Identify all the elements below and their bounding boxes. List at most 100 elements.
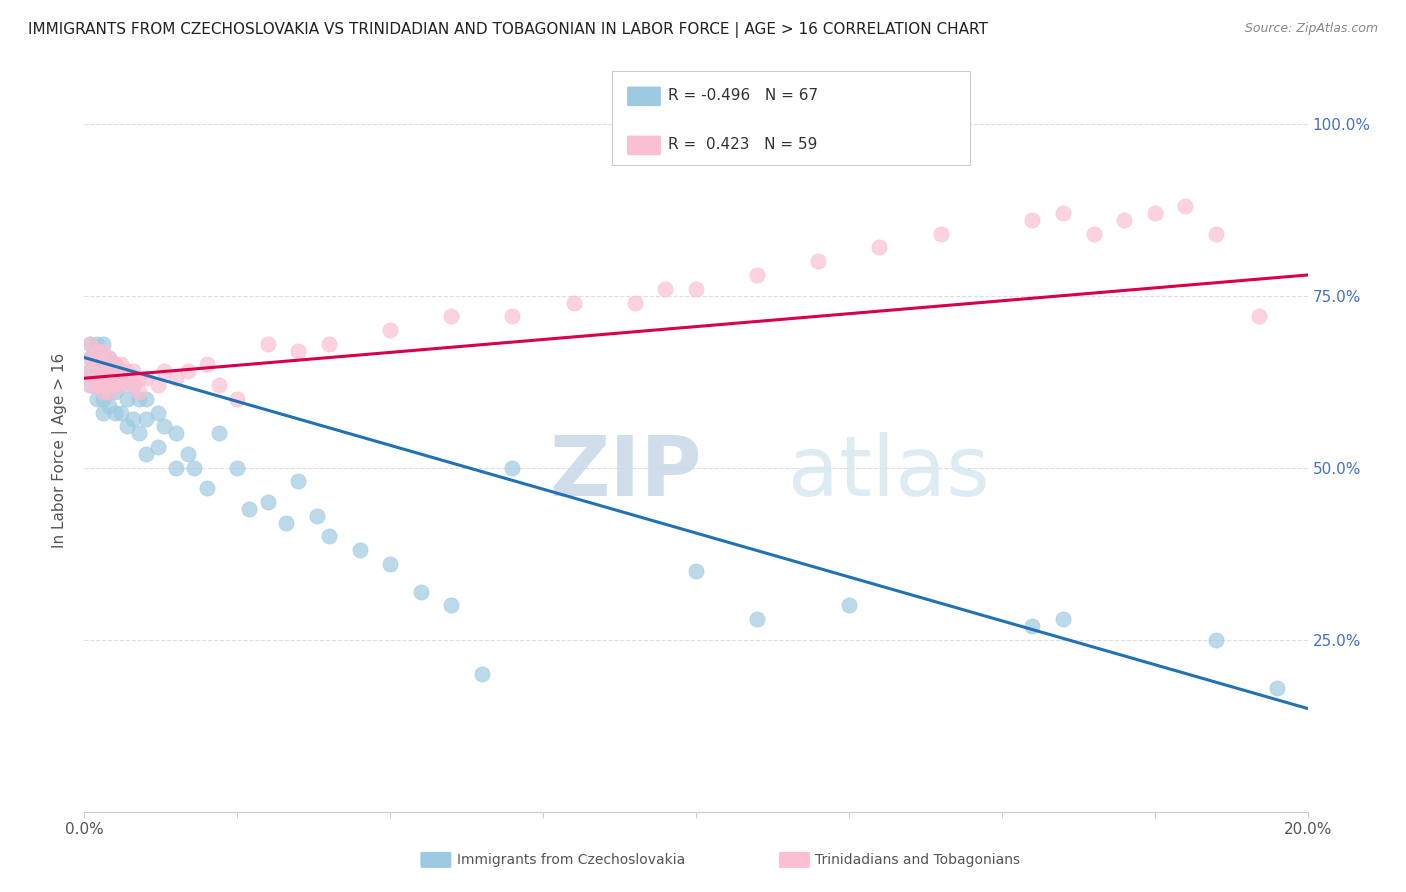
Point (91, 384, 114, 399)
Point (91, 364, 114, 378)
Text: R = -0.496   N = 67: R = -0.496 N = 67 (668, 88, 818, 103)
Text: atlas: atlas (787, 432, 990, 513)
Point (122, 378, 145, 392)
Point (110, 378, 132, 392)
Point (115, 364, 138, 378)
Point (1052, 206, 1074, 220)
Point (79, 336, 101, 351)
Point (104, 358, 127, 372)
Point (747, 612, 769, 626)
Point (110, 358, 132, 372)
Point (195, 358, 218, 372)
Point (91, 406, 114, 420)
Point (183, 460, 205, 475)
Point (97, 364, 120, 378)
Point (135, 447, 157, 461)
Point (1247, 310, 1270, 324)
Point (97, 371, 120, 385)
Point (177, 447, 200, 461)
Point (146, 440, 169, 454)
Point (869, 240, 891, 254)
Text: ZIP: ZIP (550, 432, 702, 513)
Point (79, 364, 101, 378)
Point (1021, 213, 1043, 227)
Point (110, 378, 132, 392)
Point (122, 412, 145, 426)
Point (79, 351, 101, 365)
Point (135, 412, 157, 426)
Point (624, 295, 647, 310)
Point (79, 336, 101, 351)
Point (86, 336, 108, 351)
Point (380, 557, 402, 571)
Point (86, 358, 108, 372)
Point (305, 508, 328, 523)
Point (685, 564, 707, 578)
Point (79, 378, 101, 392)
Point (208, 378, 231, 392)
Point (110, 364, 132, 378)
Point (110, 371, 132, 385)
Point (128, 426, 150, 441)
Point (153, 419, 176, 434)
Point (91, 371, 114, 385)
Point (807, 254, 830, 268)
Point (91, 343, 114, 358)
Point (276, 516, 298, 530)
Point (1083, 227, 1105, 241)
Point (86, 378, 108, 392)
Point (86, 351, 108, 365)
Point (685, 282, 707, 296)
Point (1052, 612, 1074, 626)
Point (318, 336, 340, 351)
Point (195, 481, 218, 495)
Point (79, 364, 101, 378)
Text: Immigrants from Czechoslovakia: Immigrants from Czechoslovakia (457, 853, 685, 867)
Point (562, 295, 585, 310)
Point (91, 358, 114, 372)
Point (97, 351, 120, 365)
Point (104, 364, 127, 378)
Point (318, 529, 340, 543)
Point (146, 406, 169, 420)
Point (1205, 632, 1227, 647)
Text: IMMIGRANTS FROM CZECHOSLOVAKIA VS TRINIDADIAN AND TOBAGONIAN IN LABOR FORCE | AG: IMMIGRANTS FROM CZECHOSLOVAKIA VS TRINID… (28, 22, 988, 38)
Point (153, 364, 176, 378)
Point (128, 371, 150, 385)
Point (502, 310, 524, 324)
Point (104, 406, 127, 420)
Point (257, 495, 280, 509)
Point (86, 392, 108, 406)
Point (104, 378, 127, 392)
Point (287, 475, 309, 489)
Point (115, 392, 138, 406)
Point (257, 336, 280, 351)
Point (91, 336, 114, 351)
Point (440, 310, 463, 324)
Point (1021, 619, 1043, 633)
Point (115, 419, 138, 434)
Point (97, 384, 120, 399)
Point (177, 364, 200, 378)
Point (122, 364, 145, 378)
Point (97, 384, 120, 399)
Point (409, 584, 432, 599)
Point (135, 392, 157, 406)
Point (502, 460, 524, 475)
Point (86, 364, 108, 378)
Text: R =  0.423   N = 59: R = 0.423 N = 59 (668, 137, 817, 152)
Point (1205, 227, 1227, 241)
Point (79, 378, 101, 392)
Point (654, 282, 676, 296)
Point (929, 227, 952, 241)
Point (97, 399, 120, 413)
Y-axis label: In Labor Force | Age > 16: In Labor Force | Age > 16 (52, 353, 69, 548)
Point (91, 358, 114, 372)
Text: Trinidadians and Tobagonians: Trinidadians and Tobagonians (815, 853, 1021, 867)
Point (97, 351, 120, 365)
Point (165, 426, 187, 441)
Point (226, 460, 249, 475)
Point (1143, 206, 1166, 220)
Point (165, 460, 187, 475)
Point (349, 543, 371, 558)
